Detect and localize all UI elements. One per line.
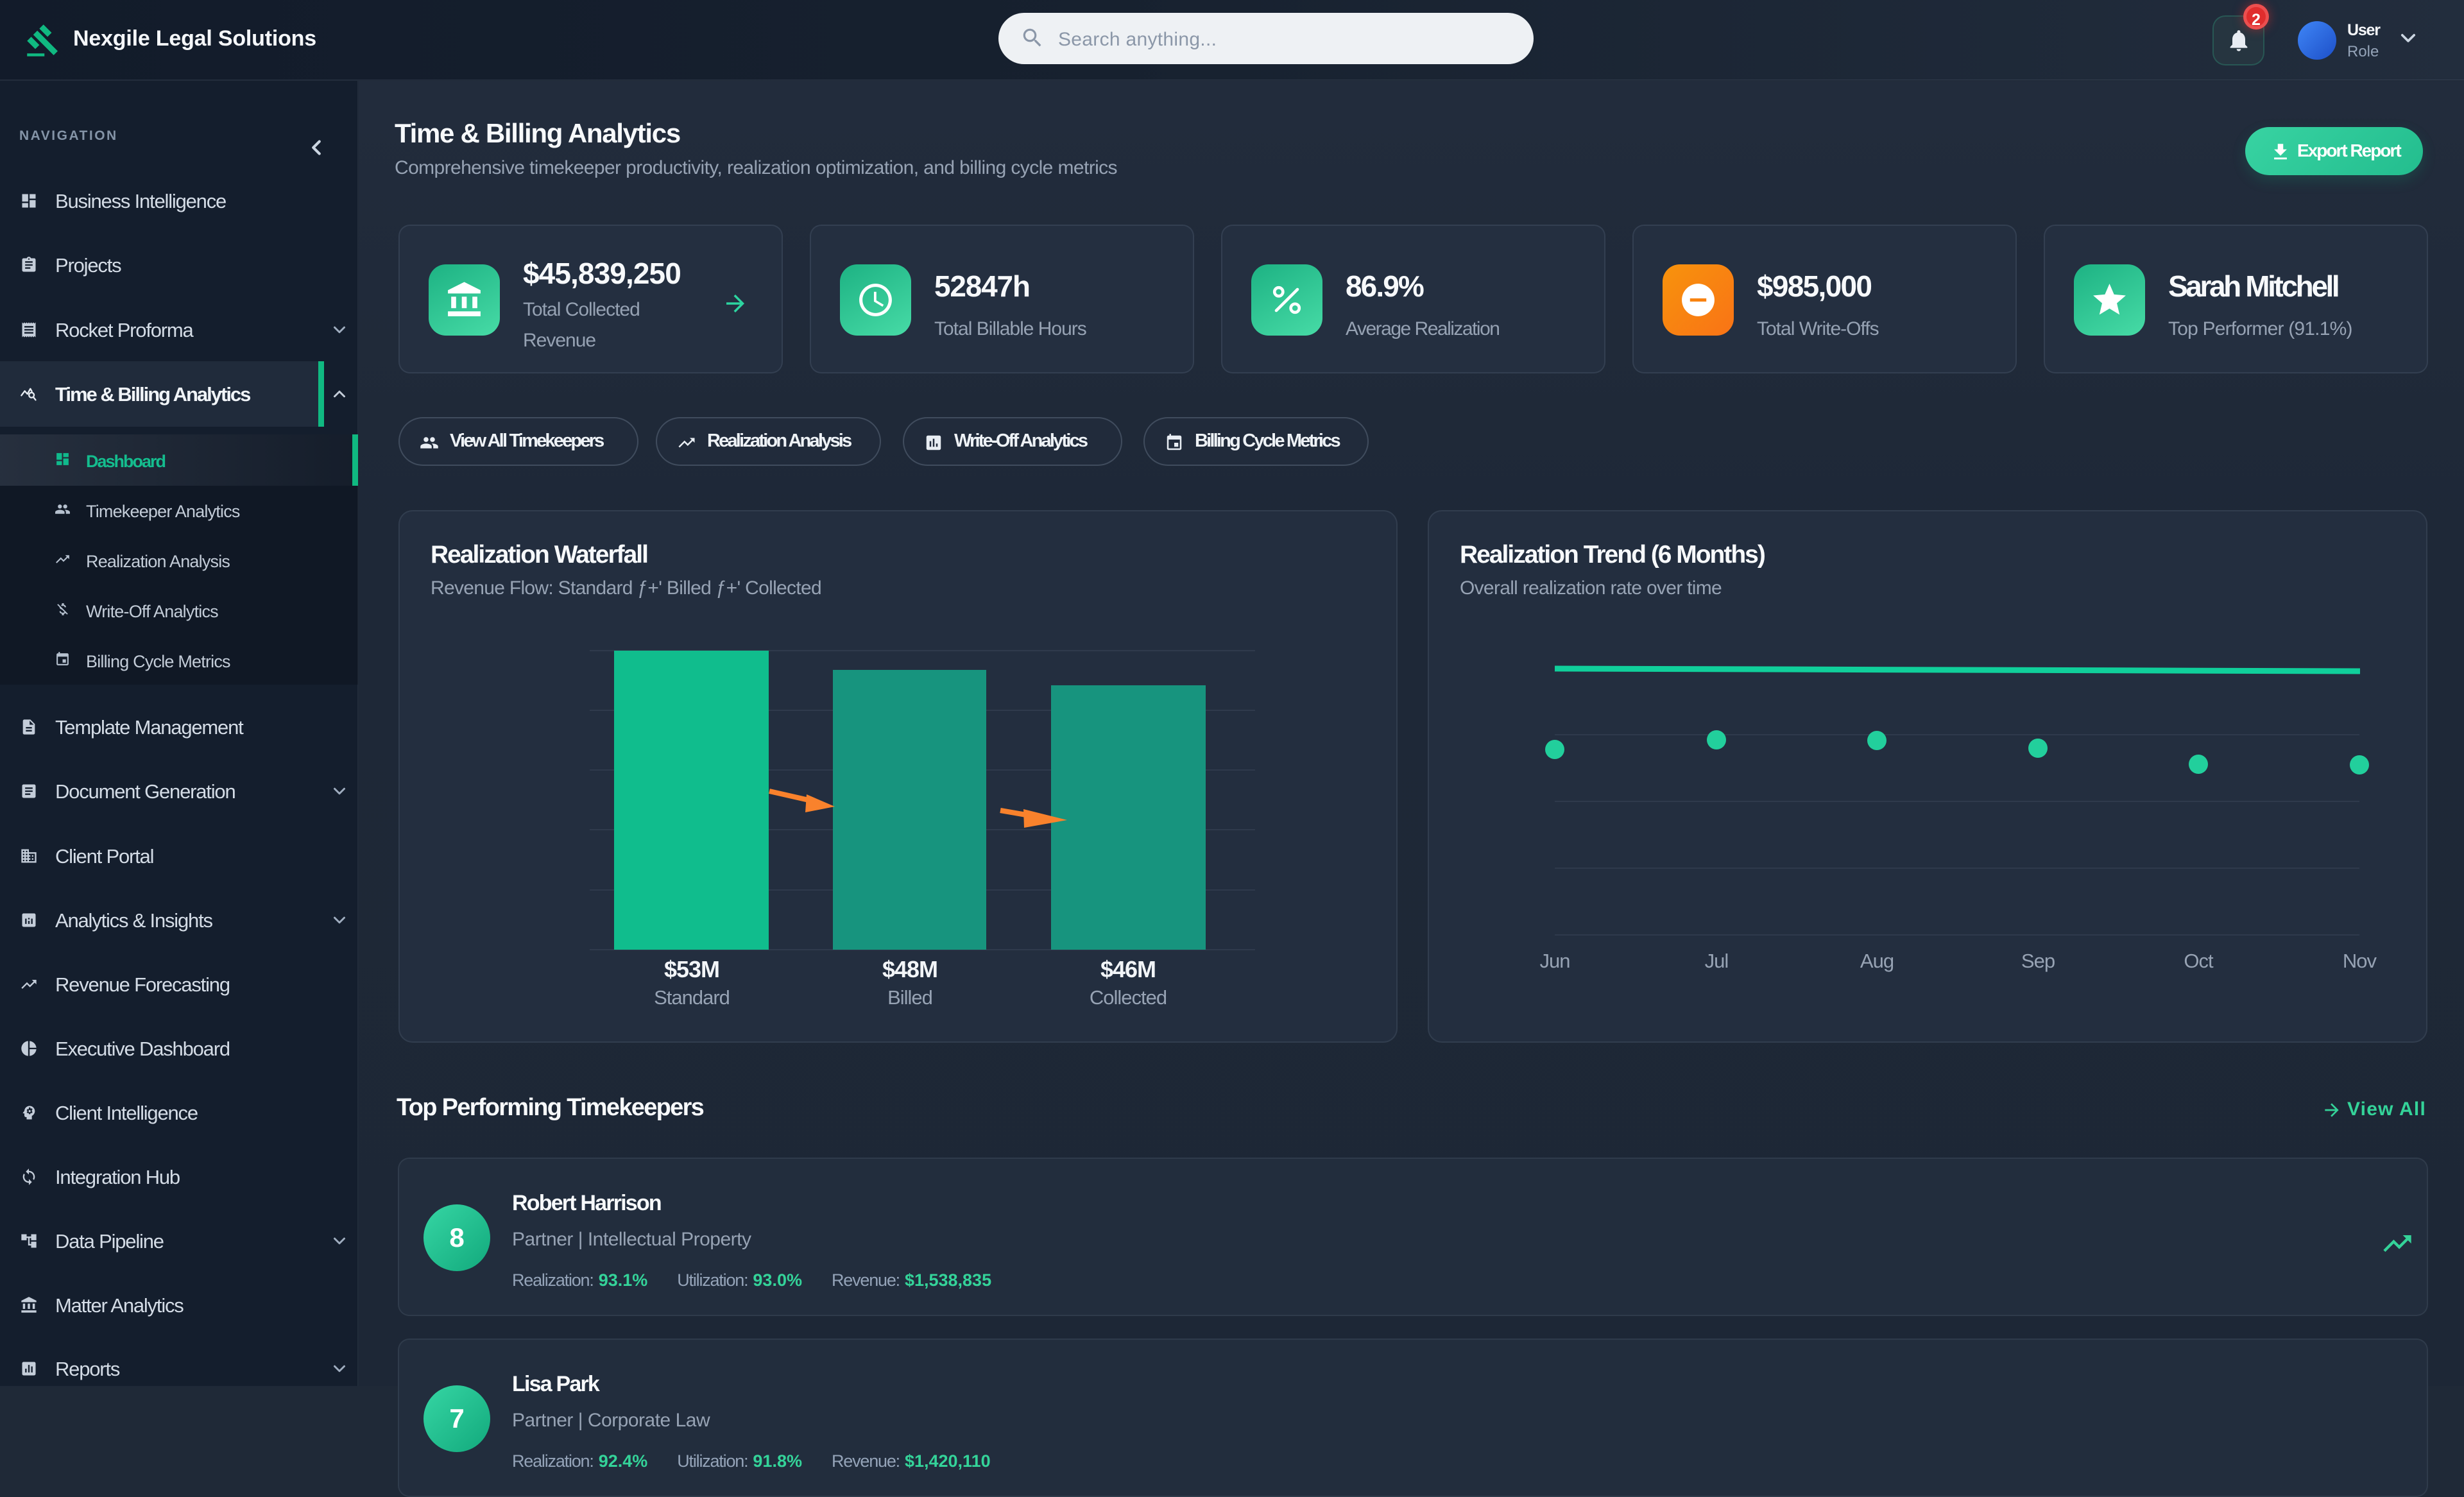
svg-text:$46M: $46M bbox=[1100, 956, 1156, 982]
svg-text:Oct: Oct bbox=[2184, 950, 2214, 972]
svg-text:Collected: Collected bbox=[1090, 986, 1167, 1009]
svg-text:Nov: Nov bbox=[2343, 950, 2377, 972]
svg-text:Sep: Sep bbox=[2021, 950, 2055, 972]
svg-text:Standard: Standard bbox=[654, 986, 730, 1009]
svg-text:Aug: Aug bbox=[1860, 950, 1894, 972]
svg-text:Jun: Jun bbox=[1540, 950, 1570, 972]
svg-text:Jul: Jul bbox=[1705, 950, 1729, 972]
svg-text:$48M: $48M bbox=[882, 956, 937, 982]
svg-text:$53M: $53M bbox=[664, 956, 719, 982]
svg-text:Billed: Billed bbox=[887, 986, 932, 1009]
